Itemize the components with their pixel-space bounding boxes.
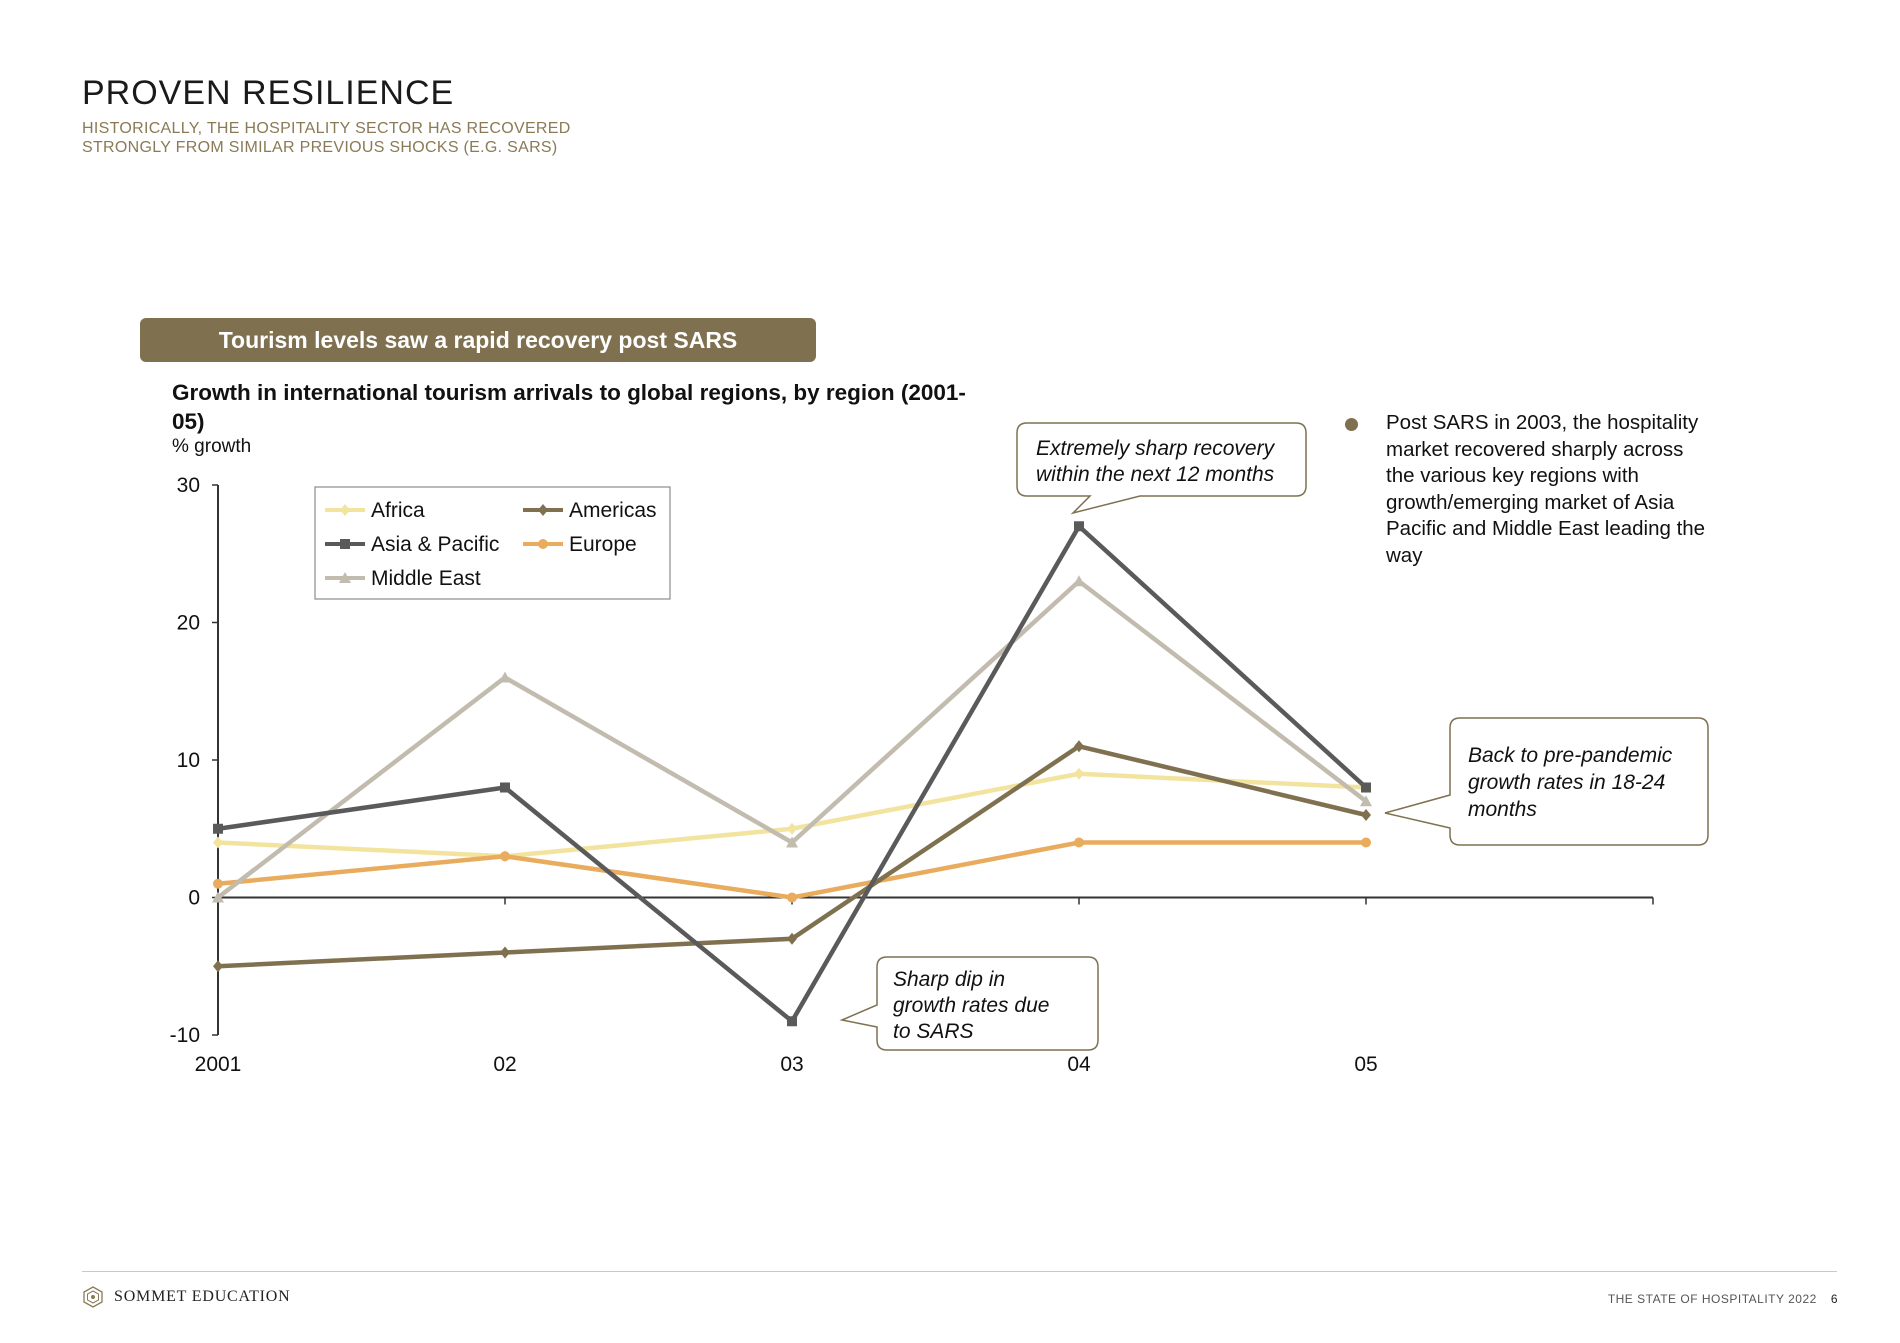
data-point-europe	[1361, 837, 1371, 848]
headline-banner: Tourism levels saw a rapid recovery post…	[140, 318, 816, 362]
series-lines	[216, 522, 1368, 1025]
y-tick-label: 30	[177, 474, 200, 497]
x-tick-label: 2001	[195, 1053, 242, 1076]
footer-divider	[82, 1271, 1837, 1272]
hexagon-logo-icon	[83, 1286, 103, 1308]
data-point-middle-east	[1073, 575, 1085, 587]
callout-bubble	[1384, 717, 1709, 846]
data-point-americas	[500, 946, 510, 959]
callout-bubble	[839, 956, 1099, 1051]
data-point-middle-east	[499, 671, 511, 683]
callout-sharp-recovery: Extremely sharp recovery within the next…	[1016, 422, 1307, 515]
data-point-europe	[787, 892, 797, 903]
x-tick-label: 05	[1354, 1053, 1377, 1076]
data-point-africa	[213, 836, 223, 849]
chart-axes: -10 0 10 20 30 2001 02 03 04 05	[170, 474, 1654, 1076]
data-point-americas	[1074, 740, 1084, 753]
callout-line: to SARS	[893, 1020, 974, 1043]
data-point-asia-pacific	[1074, 521, 1084, 532]
callout-line: within the next 12 months	[1036, 463, 1275, 486]
data-point-americas	[787, 932, 797, 945]
legend-marker-asia-pacific	[340, 539, 350, 549]
footer-report: THE STATE OF HOSPITALITY 2022 6	[1608, 1292, 1838, 1306]
legend-label-americas: Americas	[569, 499, 657, 522]
callout-line: Sharp dip in	[893, 968, 1005, 991]
data-point-americas	[1361, 809, 1371, 821]
footer-logo: SOMMET EDUCATION	[82, 1286, 291, 1308]
bullet-dot-icon	[1345, 418, 1358, 431]
data-point-americas	[213, 960, 223, 973]
data-point-asia-pacific	[213, 823, 223, 834]
page-subtitle: HISTORICALLY, THE HOSPITALITY SECTOR HAS…	[82, 120, 571, 156]
data-point-europe	[500, 851, 510, 862]
callout-line: Extremely sharp recovery	[1036, 437, 1276, 460]
data-point-europe	[213, 878, 223, 889]
x-tick-label: 02	[493, 1053, 516, 1076]
footer-brand: SOMMET EDUCATION	[114, 1288, 291, 1305]
chart-title: Growth in international tourism arrivals…	[172, 380, 966, 434]
y-tick-label: 0	[188, 887, 200, 910]
legend-marker-africa	[340, 504, 350, 516]
callout-line: growth rates in 18-24	[1468, 771, 1665, 794]
callout-line: growth rates due	[893, 994, 1049, 1017]
data-point-middle-east	[1360, 795, 1372, 807]
legend-label-africa: Africa	[371, 499, 425, 522]
series-markers	[212, 521, 1372, 1027]
data-point-asia-pacific	[500, 782, 510, 793]
data-point-asia-pacific	[1361, 782, 1371, 793]
data-point-middle-east	[212, 891, 224, 903]
legend-label-asia-pacific: Asia & Pacific	[371, 533, 499, 556]
data-point-europe	[1074, 837, 1084, 848]
data-point-africa	[787, 822, 797, 835]
chart-legend: Africa Americas Asia & Pacific Europe Middle…	[314, 486, 671, 600]
page-title: PROVEN RESILIENCE	[82, 74, 455, 112]
callout-bubble	[1016, 422, 1307, 515]
legend-marker-americas	[538, 504, 548, 516]
legend-frame	[314, 486, 671, 600]
chart-units-label: % growth	[172, 436, 252, 457]
legend-marker-europe	[538, 539, 548, 549]
data-point-africa	[1074, 767, 1084, 780]
page-number: 6	[1830, 1292, 1838, 1306]
bullet-text: Post SARS in 2003, the hospitality marke…	[1386, 411, 1706, 567]
y-tick-label: 20	[177, 612, 200, 635]
legend-label-europe: Europe	[569, 533, 637, 556]
callout-line: months	[1468, 798, 1537, 821]
y-tick-label: -10	[170, 1024, 200, 1047]
legend-marker-middle-east	[339, 572, 351, 583]
callout-sharp-dip: Sharp dip in growth rates due to SARS	[839, 956, 1099, 1051]
data-point-asia-pacific	[787, 1016, 797, 1027]
x-tick-label: 03	[780, 1053, 803, 1076]
callout-back-to-pre-pandemic: Back to pre-pandemic growth rates in 18-…	[1384, 717, 1709, 846]
callout-line: Back to pre-pandemic	[1468, 744, 1673, 767]
legend-label-middle-east: Middle East	[371, 567, 481, 590]
data-point-middle-east	[786, 836, 798, 848]
x-tick-label: 04	[1067, 1053, 1091, 1076]
y-tick-label: 10	[177, 749, 200, 772]
footer-report-title: THE STATE OF HOSPITALITY 2022	[1607, 1292, 1817, 1306]
